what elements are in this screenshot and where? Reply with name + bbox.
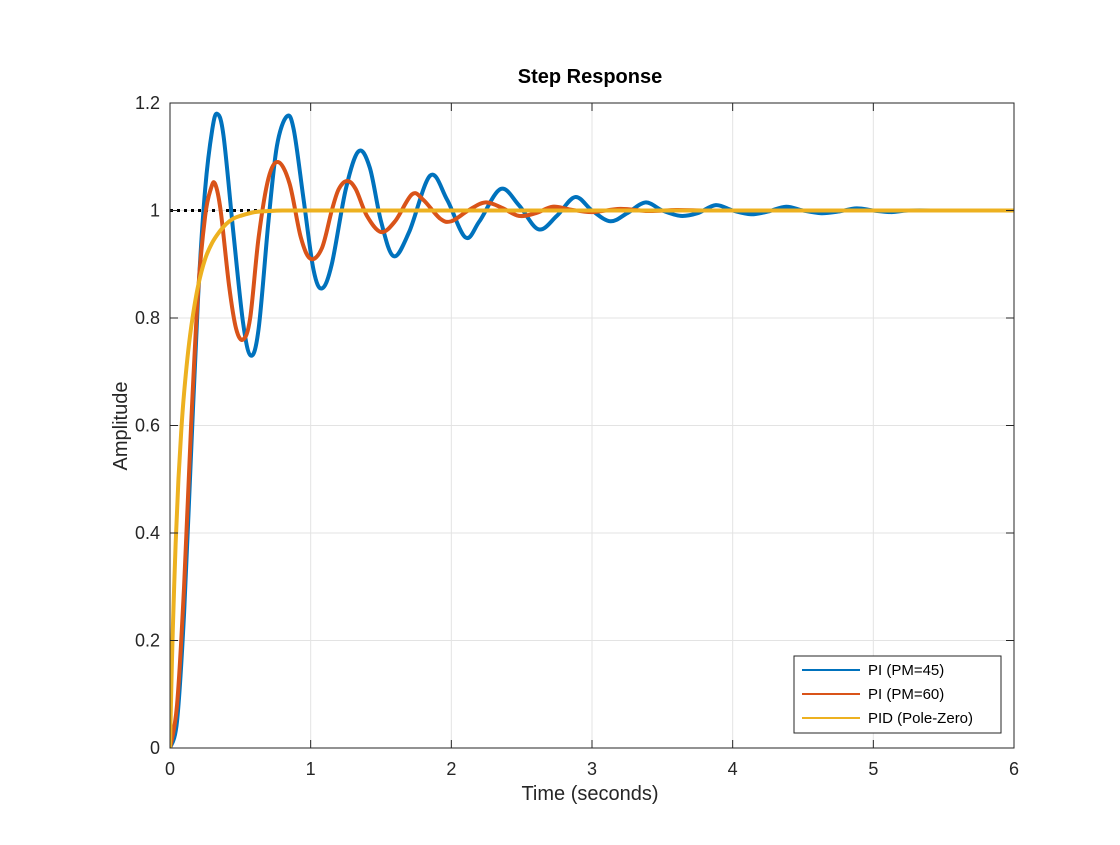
x-tick-label: 3 — [587, 759, 597, 779]
legend-entry-pi-pm45: PI (PM=45) — [802, 662, 944, 679]
x-tick-label: 0 — [165, 759, 175, 779]
x-tick-label: 5 — [868, 759, 878, 779]
x-tick-label: 2 — [446, 759, 456, 779]
y-tick-label: 1.2 — [135, 93, 160, 113]
legend-label: PI (PM=60) — [868, 686, 944, 703]
ticks: 0 1 2 3 4 5 6 0 0.2 0.4 0.6 0.8 1 1.2 — [135, 93, 1019, 779]
series-line-pid-pole-zero — [170, 208, 1014, 748]
y-tick-label: 1 — [150, 201, 160, 221]
legend: PI (PM=45) PI (PM=60) PID (Pole-Zero) — [793, 655, 1002, 734]
y-tick-label: 0.8 — [135, 308, 160, 328]
y-tick-label: 0 — [150, 738, 160, 758]
series-layer — [170, 111, 1014, 748]
x-tick-label: 6 — [1009, 759, 1019, 779]
legend-entry-pid-pole-zero: PID (Pole-Zero) — [802, 710, 973, 727]
x-axis-label: Time (seconds) — [521, 783, 658, 805]
y-tick-label: 0.4 — [135, 523, 160, 543]
legend-label: PI (PM=45) — [868, 662, 944, 679]
x-tick-label: 1 — [306, 759, 316, 779]
legend-label: PID (Pole-Zero) — [868, 710, 973, 727]
x-tick-label: 4 — [728, 759, 738, 779]
legend-entry-pi-pm60: PI (PM=60) — [802, 686, 944, 703]
series-line-pi-pm45 — [170, 111, 1014, 748]
chart-title: Step Response — [518, 66, 662, 88]
y-tick-label: 0.6 — [135, 416, 160, 436]
y-tick-label: 0.2 — [135, 631, 160, 651]
y-axis-label: Amplitude — [110, 382, 132, 471]
